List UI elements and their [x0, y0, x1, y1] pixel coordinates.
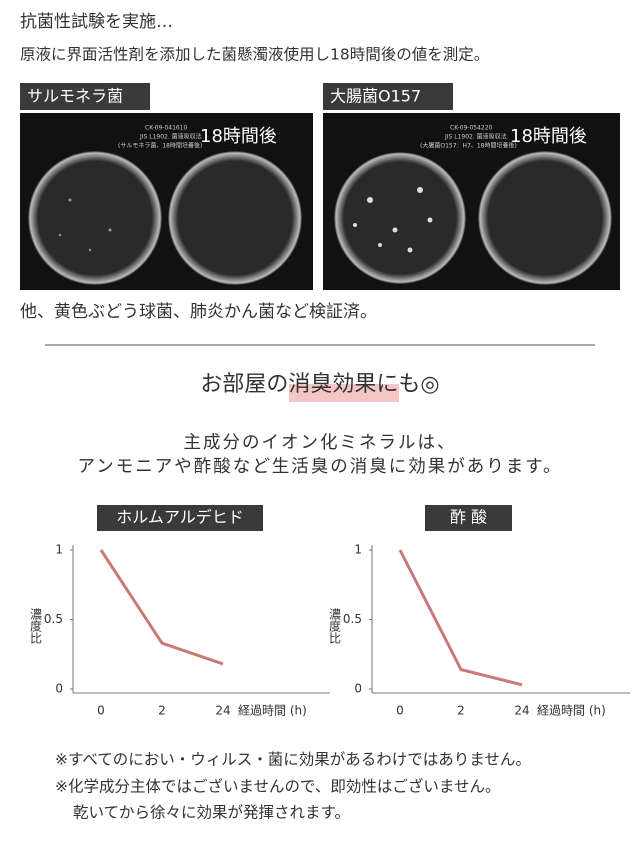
y-tick-label: 1 — [55, 543, 63, 557]
photo-code: CK-09-054220 — [450, 125, 493, 132]
section-heading: お部屋の消臭効果にも◎ — [200, 372, 439, 397]
verified: 他、黄色ぶどう球菌、肺炎かん菌など検証済。 — [20, 302, 377, 322]
photo-label: 大腸菌O157 — [330, 87, 421, 106]
note: ※化学成分主体ではございませんので、即効性はございません。 — [55, 777, 500, 796]
photo-1: サルモネラ菌 CK-09-041610 JIS L1902. 菌液吸収法 (サル… — [20, 83, 313, 290]
y-axis-label: 濃度比 — [328, 608, 342, 645]
section-line: 主成分のイオン化ミネラルは、 — [184, 433, 457, 453]
highlight — [289, 384, 399, 402]
chart-title: 酢 酸 — [450, 508, 487, 527]
heading-part: にも◎ — [376, 372, 439, 397]
y-tick-label: 0.5 — [343, 612, 362, 626]
y-axis-label: 濃度比 — [29, 608, 43, 645]
chart-title: ホルムアルデヒド — [116, 508, 244, 527]
note: ※すべてのにおい・ウィルス・菌に効果があるわけではありません。 — [55, 751, 531, 769]
x-tick-label: 2 — [158, 704, 166, 718]
photo-code: CK-09-041610 — [145, 125, 188, 132]
line — [99, 549, 224, 666]
photo-note: (大腸菌O157：H7、18時間培養後) — [420, 142, 517, 150]
photo-time: 18時間後 — [200, 126, 277, 147]
x-tick-label: 0 — [97, 704, 105, 718]
subtitle: 原液に界面活性剤を添加した菌懸濁液使用し18時間後の値を測定。 — [20, 46, 489, 64]
x-axis-label: 経過時間 (h) — [537, 704, 606, 718]
photo-time: 18時間後 — [510, 126, 587, 147]
y-tick-label: 1 — [354, 543, 362, 557]
y-tick-label: 0.5 — [44, 612, 63, 626]
photo-label: サルモネラ菌 — [27, 87, 123, 106]
photo-2: 大腸菌O157 CK-09-054220 JIS L1902. 菌液吸収法 (大… — [323, 83, 620, 290]
y-tick-label: 0 — [354, 682, 362, 696]
x-tick-label: 2 — [457, 704, 465, 718]
x-tick-label: 24 — [514, 704, 529, 718]
heading-part: 消臭効果 — [288, 372, 376, 397]
y-tick-label: 0 — [55, 682, 63, 696]
x-tick-label: 0 — [396, 704, 404, 718]
section-line: アンモニアや酢酸など生活臭の消臭に効果があります。 — [77, 457, 562, 477]
heading-part: お部屋の — [200, 372, 288, 397]
chart-title-box — [425, 505, 512, 531]
chart-title-box — [97, 505, 263, 531]
x-axis-label: 経過時間 (h) — [238, 704, 307, 718]
photo-note: (サルモネラ菌、18時間培養後) — [118, 142, 202, 150]
photo-method: JIS L1902. 菌液吸収法 — [139, 133, 202, 141]
note: 乾いてから徐々に効果が発揮されます。 — [73, 804, 350, 822]
photo-method: JIS L1902. 菌液吸収法 — [444, 133, 507, 141]
x-tick-label: 24 — [215, 704, 230, 718]
title: 抗菌性試験を実施… — [20, 12, 173, 32]
line — [398, 549, 523, 687]
